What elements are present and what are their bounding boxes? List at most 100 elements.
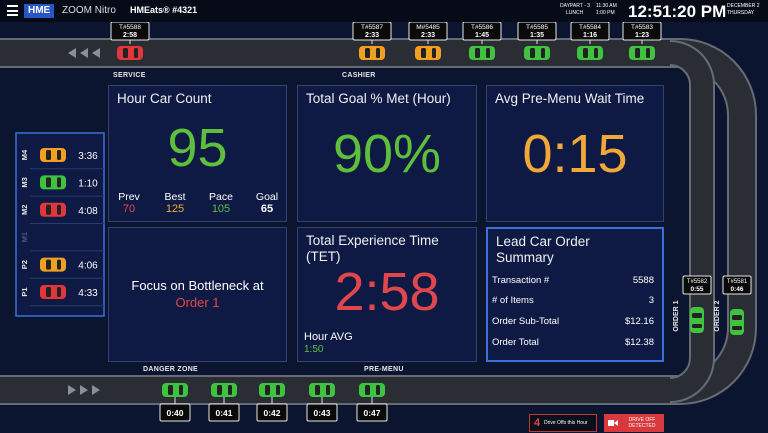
car	[211, 383, 237, 397]
car-tag-time: 2:33	[421, 32, 435, 39]
menu-button[interactable]	[7, 5, 18, 16]
car	[40, 175, 66, 190]
car	[415, 46, 441, 60]
pre-menu-wait-tile: Avg Pre-Menu Wait Time 0:15	[486, 85, 664, 222]
spot-time: 4:08	[78, 206, 98, 217]
lane-label: DANGER ZONE	[143, 366, 199, 373]
car-tag-time: 0:42	[263, 408, 280, 418]
stat: Best 125	[157, 191, 193, 215]
stat-value: 105	[211, 203, 231, 215]
car	[524, 46, 550, 60]
car-tag	[352, 21, 392, 41]
date: DECEMBER 2 THURSDAY	[727, 3, 760, 17]
car-window	[583, 48, 588, 58]
car-window	[265, 385, 270, 395]
car-body	[40, 202, 66, 217]
logo: HME	[24, 4, 55, 18]
tile-title: Lead Car Order Summary	[496, 234, 590, 265]
car-window	[421, 48, 426, 58]
car-tag-time: 1:16	[583, 32, 597, 39]
car	[40, 285, 66, 299]
car-window	[46, 204, 51, 215]
car-window	[46, 287, 51, 297]
car-body	[40, 148, 66, 162]
car-tag	[110, 21, 150, 41]
car-body	[259, 383, 285, 397]
stat: Pace 105	[203, 191, 239, 215]
summary-row: Transaction # 5588	[492, 275, 654, 286]
spot-label: M4	[20, 149, 29, 160]
car	[40, 257, 66, 272]
car-window	[594, 48, 598, 58]
car-window	[228, 385, 232, 395]
tet-tile: Total Experience Time (TET) 2:58 Hour AV…	[297, 227, 477, 362]
car-body	[117, 46, 143, 60]
drive-off-alert[interactable]: DRIVE OFF DETECTED	[604, 414, 664, 432]
car	[40, 202, 66, 217]
goal-met-tile: Total Goal % Met (Hour) 90%	[297, 85, 477, 222]
car-window	[376, 48, 380, 58]
car-window	[57, 287, 61, 297]
stat-label: Pace	[209, 191, 233, 203]
car-body	[211, 383, 237, 397]
lane-label: ORDER 2	[714, 300, 721, 331]
car-window	[541, 48, 545, 58]
car-body	[415, 46, 441, 60]
weekday: THURSDAY	[727, 10, 755, 16]
car-tag-id: T#5584	[579, 24, 601, 31]
car-window	[530, 48, 535, 58]
car-window	[57, 177, 61, 188]
car-tag-time: 1:23	[635, 32, 649, 39]
car-tag-time: 2:58	[123, 32, 137, 39]
sub-value: 1:50	[304, 344, 324, 355]
car-body	[730, 309, 744, 335]
daypart-hours: 11:30 AM 1:00 PM	[596, 3, 617, 17]
car-window	[732, 326, 742, 330]
car-window	[168, 385, 173, 395]
car-body	[690, 307, 704, 333]
car-tag-time: 1:35	[530, 32, 544, 39]
summary-row: Order Total $12.38	[492, 337, 654, 348]
stat-value: 125	[165, 203, 185, 215]
spot-time: 3:36	[78, 151, 98, 162]
car-window	[732, 315, 742, 320]
tile-title: Focus on Bottleneck at	[131, 278, 264, 293]
car	[690, 307, 704, 333]
stat-label: Prev	[118, 191, 140, 203]
drive-off-count: 4	[534, 417, 541, 429]
hour-car-count-tile: Hour Car Count 95 Prev 70 Best 125 Pace 105…	[108, 85, 287, 222]
car-tag-id: T#5581	[727, 279, 748, 285]
row-value: 3	[648, 295, 654, 306]
car-window	[46, 177, 51, 188]
car-window	[635, 48, 640, 58]
car-tag	[570, 21, 610, 41]
spot-time: 1:10	[78, 178, 98, 189]
car-body	[162, 383, 188, 397]
spot-label: M3	[20, 177, 29, 187]
row-label: # of Items	[492, 295, 534, 306]
drive-off-label: Drive Offs this Hour	[544, 420, 588, 426]
car-window	[376, 385, 380, 395]
car	[577, 46, 603, 60]
drive-off-counter: 4 Drive Offs this Hour	[529, 414, 597, 432]
tile-title: Total Experience Time (TET)	[306, 233, 439, 264]
car	[730, 309, 744, 335]
lane-label: CASHIER	[342, 72, 376, 79]
car-tag-id: T#5582	[687, 279, 708, 285]
header: HME ZOOM Nitro HMEats® #4321 DAYPART - 3…	[0, 0, 768, 22]
row-label: Transaction #	[492, 275, 550, 286]
car-window	[57, 150, 61, 160]
row-value: $12.38	[624, 337, 654, 348]
car-window	[365, 385, 370, 395]
lane-label: PRE-MENU	[364, 366, 404, 373]
daypart-start: 11:30 AM	[596, 3, 617, 9]
car	[117, 46, 143, 60]
car-tag-time: 0:46	[730, 286, 743, 293]
car	[309, 383, 335, 397]
product-name: ZOOM Nitro	[62, 5, 116, 16]
car	[40, 148, 66, 162]
car-body	[359, 46, 385, 60]
car-body	[40, 257, 66, 272]
stat: Goal 65	[249, 191, 285, 215]
row-value: 5588	[632, 275, 654, 286]
